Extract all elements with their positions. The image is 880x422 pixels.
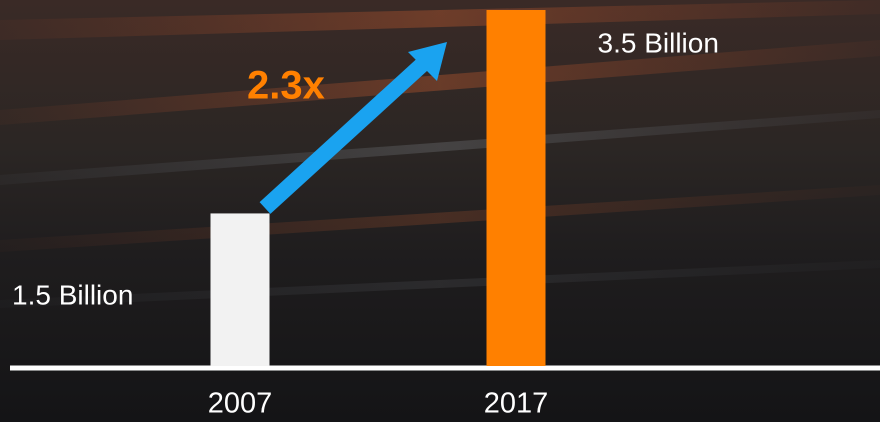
x-tick-label: 2007	[208, 388, 273, 420]
arrow	[259, 42, 447, 214]
value-label: 3.5 Billion	[598, 27, 719, 58]
bar	[486, 10, 546, 366]
annotation: 2.3x	[247, 64, 325, 108]
x-tick-label: 2017	[484, 388, 549, 420]
bar	[210, 213, 270, 366]
value-label: 1.5 Billion	[12, 279, 133, 310]
